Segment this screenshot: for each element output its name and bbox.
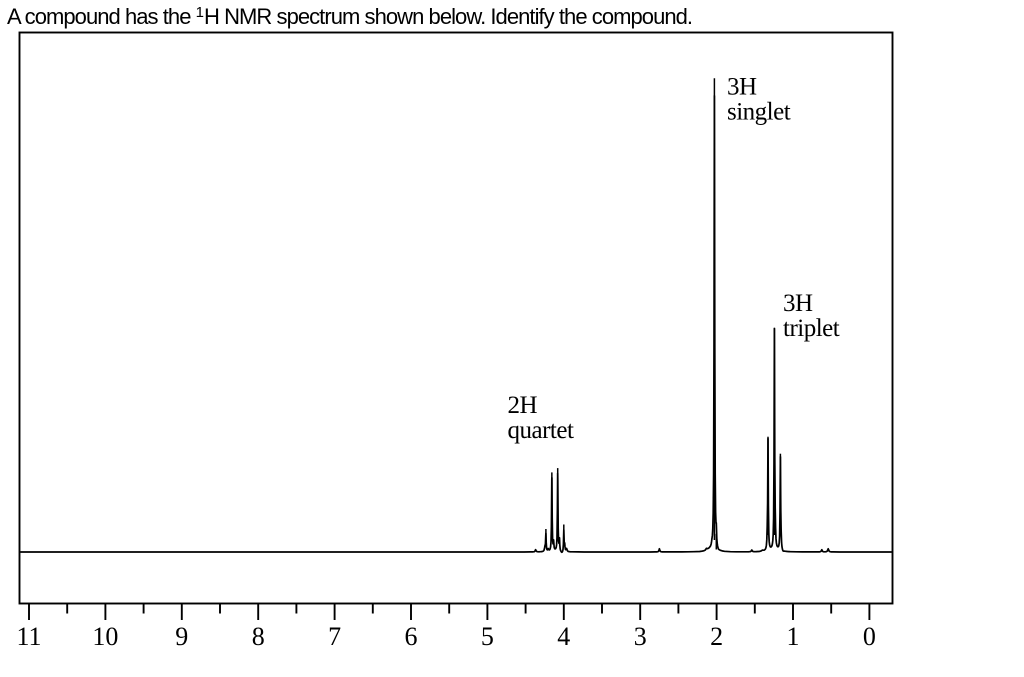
svg-text:10: 10 (92, 622, 118, 651)
svg-text:4: 4 (557, 622, 570, 651)
svg-text:3: 3 (634, 622, 647, 651)
svg-text:0: 0 (863, 622, 876, 651)
svg-text:9: 9 (175, 622, 188, 651)
svg-text:3H: 3H (783, 290, 813, 317)
svg-text:8: 8 (252, 622, 265, 651)
svg-text:singlet: singlet (727, 99, 791, 126)
svg-text:6: 6 (405, 622, 418, 651)
svg-text:2: 2 (710, 622, 723, 651)
svg-text:2H: 2H (508, 392, 538, 419)
svg-text:5: 5 (481, 622, 494, 651)
svg-text:triplet: triplet (783, 315, 840, 342)
svg-text:1: 1 (787, 622, 800, 651)
svg-text:7: 7 (328, 622, 341, 651)
svg-text:3H: 3H (727, 74, 757, 101)
svg-text:quartet: quartet (508, 417, 574, 444)
svg-text:11: 11 (16, 622, 41, 651)
